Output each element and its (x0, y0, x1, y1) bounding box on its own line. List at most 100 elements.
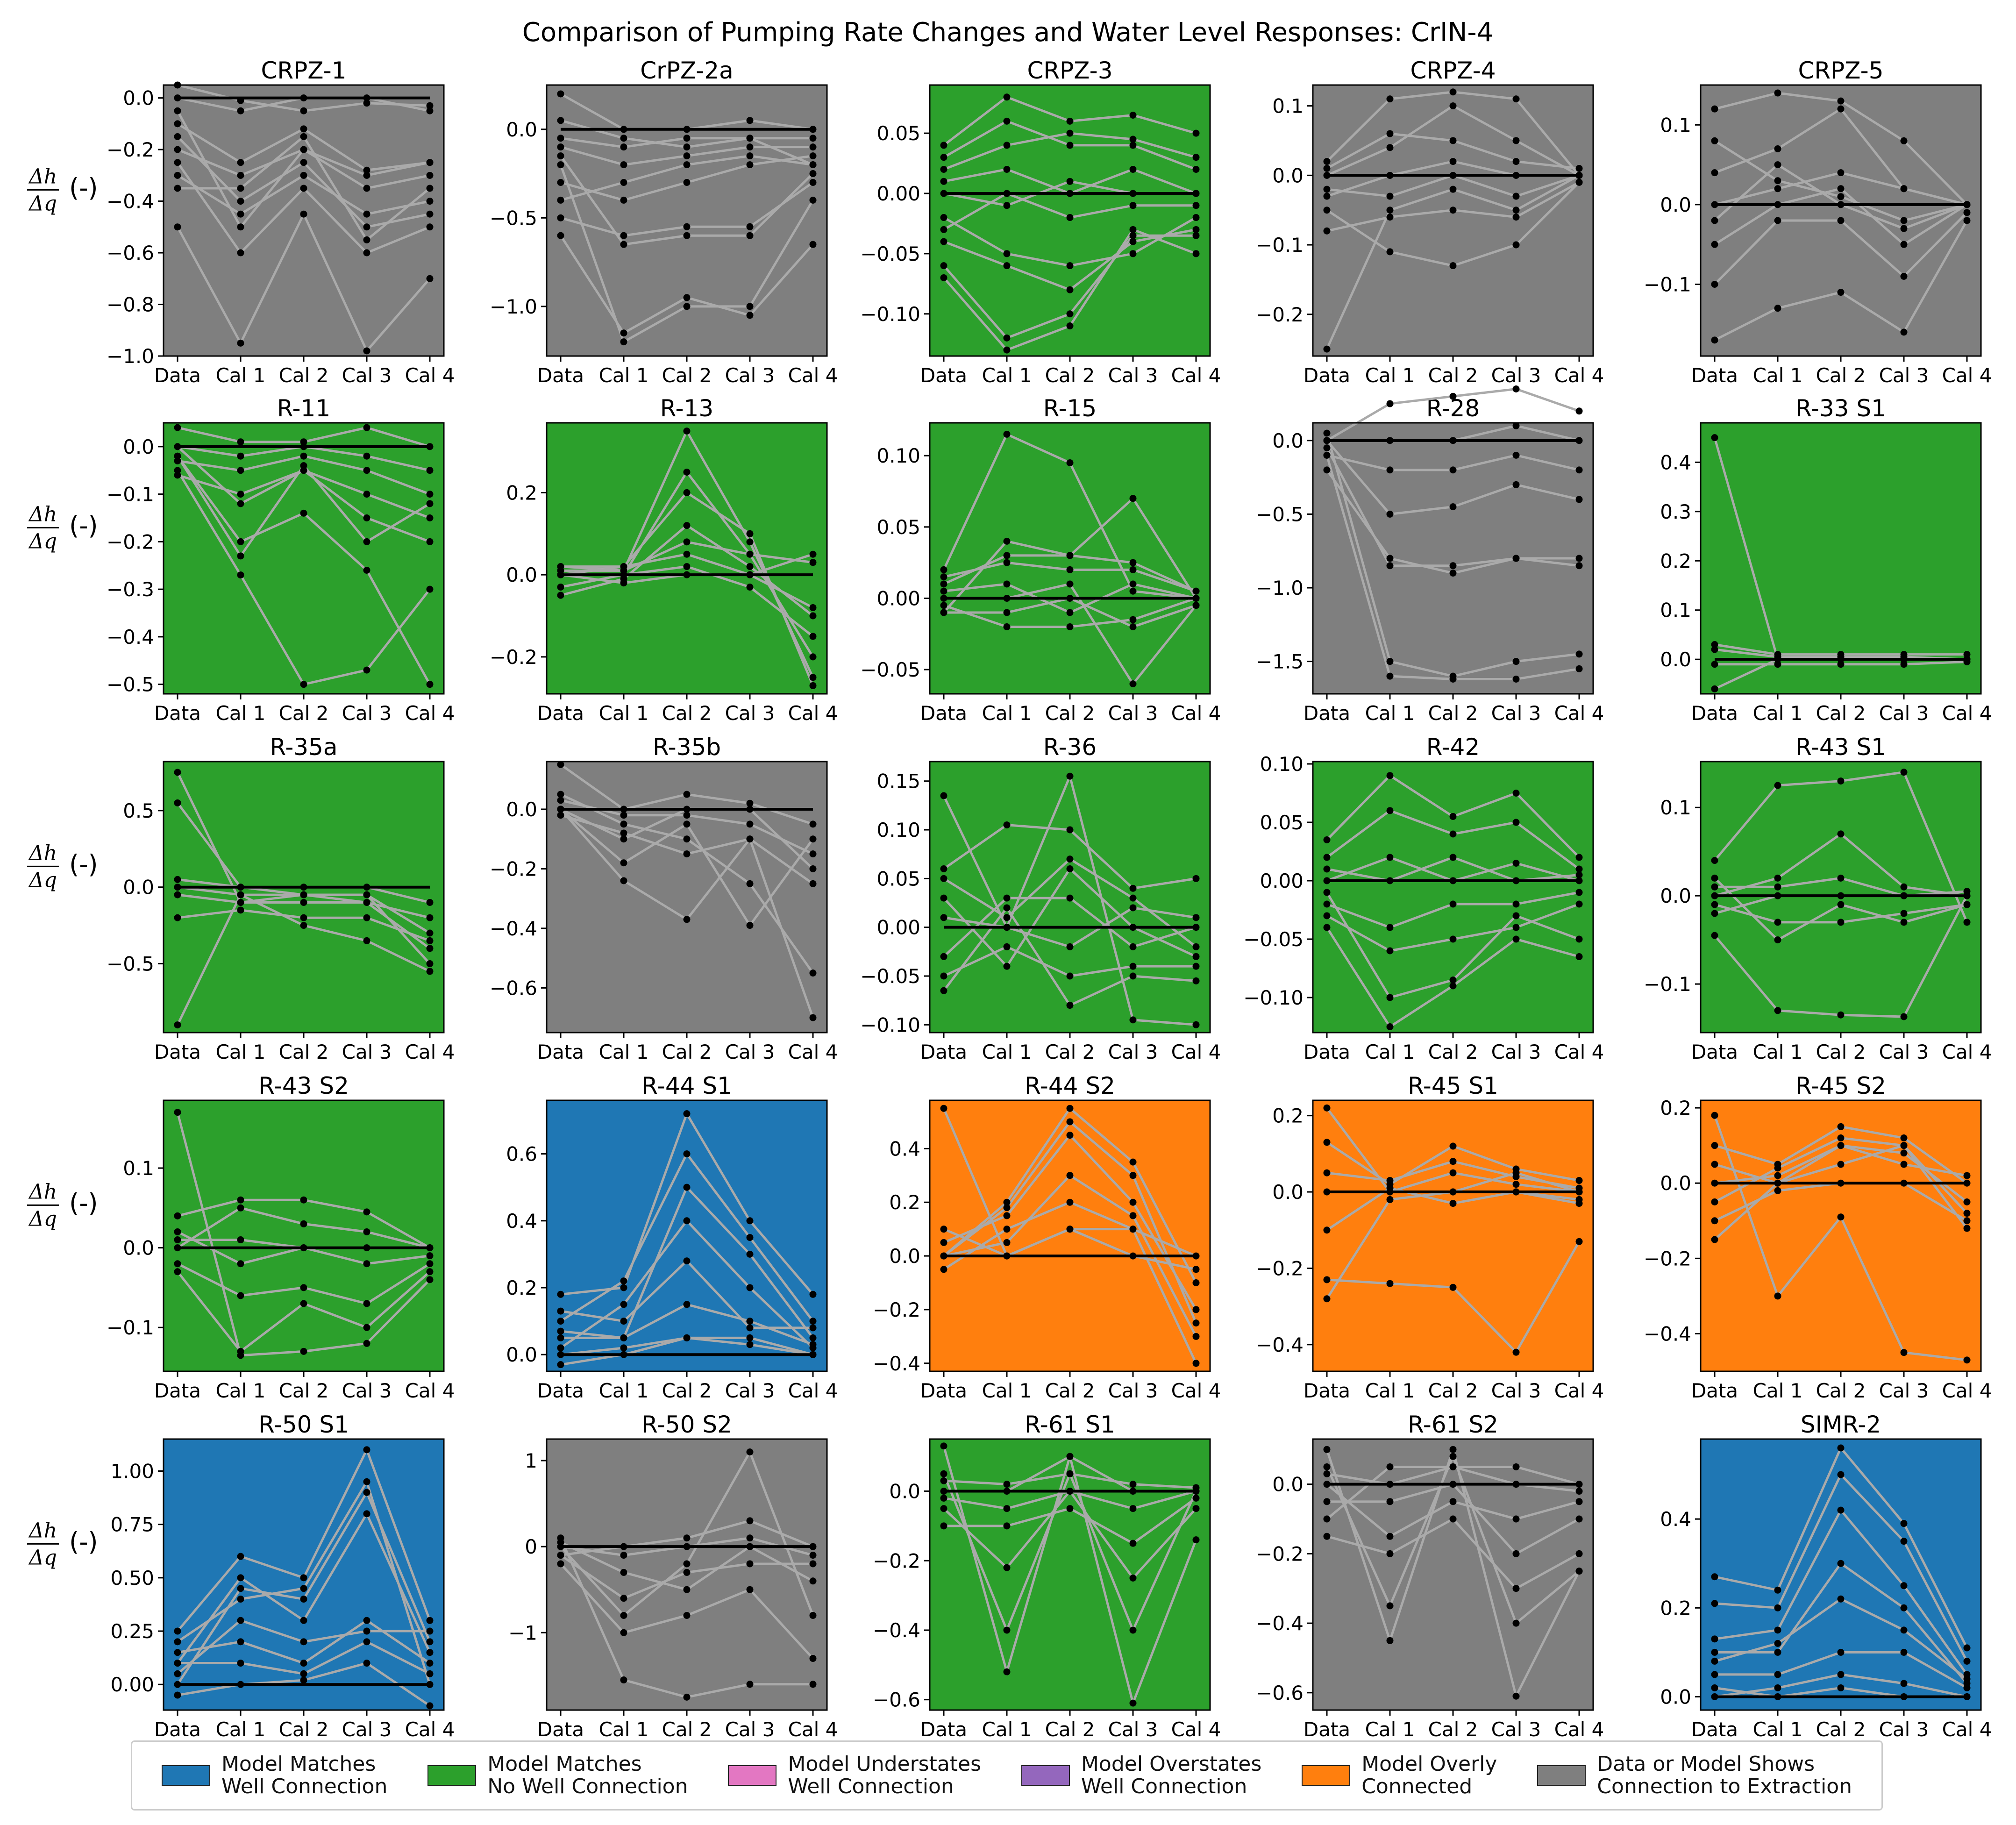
panel-r-50-s2: R-50 S2 1 0 −1 Data Cal 1 Cal 2 Cal 3 Cal 4 (508, 1411, 838, 1741)
data-point (1900, 883, 1908, 891)
y-tick-label: 0.0 (1660, 884, 1691, 907)
y-tick-label: 0.1 (1272, 95, 1304, 118)
data-point (1711, 1657, 1718, 1665)
data-point (1711, 1600, 1718, 1607)
data-point (746, 1217, 754, 1225)
data-point (426, 1276, 434, 1283)
data-point (1963, 1172, 1971, 1179)
data-point (620, 1284, 627, 1291)
data-point (683, 1560, 691, 1568)
data-point (1003, 190, 1011, 197)
data-point (363, 1244, 370, 1252)
y-tick-label: −0.10 (1243, 986, 1304, 1009)
data-point (1774, 1684, 1781, 1691)
y-tick-label: −0.2 (1256, 303, 1304, 326)
data-point (1003, 117, 1011, 125)
x-tick-label: Cal 3 (725, 1041, 775, 1063)
data-point (1900, 1179, 1908, 1187)
data-point (1837, 289, 1845, 296)
data-point (237, 891, 244, 898)
data-point (1003, 1252, 1011, 1260)
data-point (363, 100, 370, 107)
data-point (1323, 1498, 1331, 1505)
data-point (746, 1234, 754, 1241)
data-point (1774, 217, 1781, 224)
x-tick-label: Cal 4 (1942, 364, 1992, 387)
data-point (940, 594, 947, 602)
data-point (940, 178, 947, 185)
data-point (363, 1478, 370, 1485)
data-point (1129, 190, 1137, 197)
data-point (940, 1105, 947, 1112)
panel-title: R-15 (1043, 395, 1097, 422)
data-point (1386, 994, 1394, 1001)
data-point (1129, 1016, 1137, 1024)
y-label-denominator: Δq (28, 868, 57, 892)
data-point (1129, 924, 1137, 931)
data-point (1003, 914, 1011, 921)
data-point (1449, 1515, 1457, 1523)
y-tick-label: 0.0 (506, 563, 537, 586)
legend-swatch (427, 1765, 477, 1786)
data-point (1512, 95, 1520, 103)
data-point (174, 146, 181, 153)
data-point (426, 681, 434, 688)
y-tick-label: 0.2 (889, 1191, 920, 1214)
data-point (1449, 1200, 1457, 1207)
data-point (363, 1660, 370, 1667)
data-point (620, 820, 627, 828)
panel-title: R-61 S2 (1408, 1411, 1498, 1438)
data-point (746, 1534, 754, 1542)
y-tick-label: −0.2 (490, 646, 537, 669)
data-point (1129, 111, 1137, 119)
data-point (683, 428, 691, 435)
x-tick-label: Cal 1 (1753, 702, 1803, 725)
data-point (237, 491, 244, 498)
data-point (1774, 89, 1781, 97)
panel-frame (163, 1438, 445, 1711)
data-point (174, 1638, 181, 1646)
panel-frame (546, 422, 828, 695)
y-tick-label: 0.2 (506, 1276, 537, 1299)
data-point (1323, 466, 1331, 474)
y-tick-label: 0.0 (1272, 164, 1304, 187)
x-tick-label: Cal 2 (1816, 364, 1866, 387)
data-point (746, 1318, 754, 1325)
data-point (940, 587, 947, 595)
x-tick-label: Cal 4 (405, 702, 455, 725)
data-point (1066, 1226, 1074, 1233)
y-tick-label: −0.1 (107, 1316, 154, 1339)
data-point (1449, 562, 1457, 570)
data-point (363, 937, 370, 944)
data-point (683, 850, 691, 858)
data-point (1003, 580, 1011, 588)
x-tick-label: Data (154, 1379, 201, 1402)
panel-background (1313, 1100, 1593, 1371)
data-point (1066, 1002, 1074, 1009)
panel-frame (546, 1099, 828, 1372)
data-point (174, 891, 181, 898)
x-tick-label: Cal 1 (1365, 1041, 1415, 1063)
x-tick-label: Cal 2 (1816, 702, 1866, 725)
data-point (237, 1196, 244, 1204)
data-point (809, 1560, 817, 1568)
x-tick-label: Cal 2 (279, 1041, 329, 1063)
data-point (300, 1284, 307, 1291)
data-point (746, 143, 754, 151)
data-point (1512, 860, 1520, 867)
data-point (809, 170, 817, 178)
panel-background (930, 1100, 1210, 1371)
data-point (1129, 884, 1137, 892)
data-point (1512, 877, 1520, 884)
data-point (809, 143, 817, 151)
data-point (1512, 1188, 1520, 1196)
data-point (237, 884, 244, 891)
data-point (557, 143, 564, 151)
x-tick-label: Data (920, 1718, 967, 1741)
data-point (1900, 1134, 1908, 1142)
y-tick-label: 0.2 (506, 481, 537, 504)
data-point (683, 489, 691, 496)
data-point (683, 538, 691, 546)
data-point (1386, 466, 1394, 474)
